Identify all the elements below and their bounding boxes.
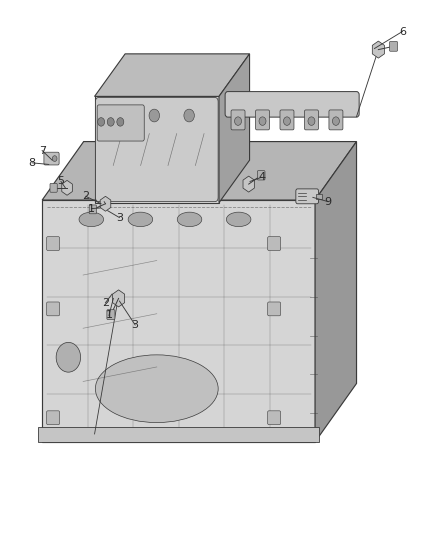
FancyBboxPatch shape [46, 302, 60, 316]
Circle shape [52, 156, 57, 161]
FancyBboxPatch shape [231, 110, 245, 130]
Polygon shape [95, 96, 219, 203]
Polygon shape [219, 54, 250, 203]
Text: 5: 5 [57, 176, 64, 187]
Polygon shape [316, 193, 322, 199]
Polygon shape [372, 41, 385, 58]
FancyBboxPatch shape [107, 310, 115, 319]
FancyBboxPatch shape [268, 411, 281, 425]
FancyBboxPatch shape [46, 237, 60, 251]
Polygon shape [42, 142, 357, 200]
Ellipse shape [177, 212, 202, 227]
Text: 1: 1 [106, 310, 113, 320]
Text: 1: 1 [88, 204, 95, 214]
Polygon shape [38, 427, 319, 442]
FancyBboxPatch shape [95, 98, 218, 201]
Circle shape [117, 118, 124, 126]
FancyBboxPatch shape [280, 110, 294, 130]
FancyBboxPatch shape [296, 189, 318, 204]
Circle shape [56, 342, 81, 372]
FancyBboxPatch shape [268, 237, 281, 251]
FancyBboxPatch shape [89, 205, 96, 214]
Text: 9: 9 [325, 197, 332, 207]
FancyBboxPatch shape [50, 183, 57, 192]
FancyBboxPatch shape [97, 105, 144, 141]
Polygon shape [42, 200, 315, 442]
Ellipse shape [95, 355, 218, 423]
FancyBboxPatch shape [258, 171, 265, 180]
FancyBboxPatch shape [225, 92, 359, 117]
Circle shape [149, 109, 159, 122]
Text: 3: 3 [132, 320, 139, 330]
FancyBboxPatch shape [304, 110, 318, 130]
FancyBboxPatch shape [389, 42, 398, 51]
Circle shape [98, 118, 105, 126]
FancyBboxPatch shape [44, 152, 59, 165]
Ellipse shape [226, 212, 251, 227]
Text: 3: 3 [116, 213, 123, 223]
Circle shape [308, 117, 315, 125]
Ellipse shape [128, 212, 153, 227]
Circle shape [114, 109, 125, 122]
Text: 7: 7 [39, 146, 46, 156]
Polygon shape [243, 176, 254, 192]
Circle shape [234, 117, 241, 125]
Text: 2: 2 [82, 191, 89, 201]
Circle shape [283, 117, 290, 125]
Text: 4: 4 [258, 172, 265, 182]
Polygon shape [95, 54, 250, 96]
Text: 2: 2 [102, 297, 109, 308]
Circle shape [184, 109, 194, 122]
Polygon shape [100, 196, 111, 211]
Polygon shape [315, 142, 357, 442]
FancyBboxPatch shape [268, 302, 281, 316]
Polygon shape [62, 180, 72, 195]
Ellipse shape [79, 212, 103, 227]
Circle shape [332, 117, 339, 125]
FancyBboxPatch shape [255, 110, 269, 130]
Polygon shape [113, 290, 125, 307]
Text: 6: 6 [399, 27, 406, 37]
FancyBboxPatch shape [329, 110, 343, 130]
Circle shape [107, 118, 114, 126]
FancyBboxPatch shape [46, 411, 60, 425]
Text: 8: 8 [28, 158, 35, 168]
Circle shape [259, 117, 266, 125]
